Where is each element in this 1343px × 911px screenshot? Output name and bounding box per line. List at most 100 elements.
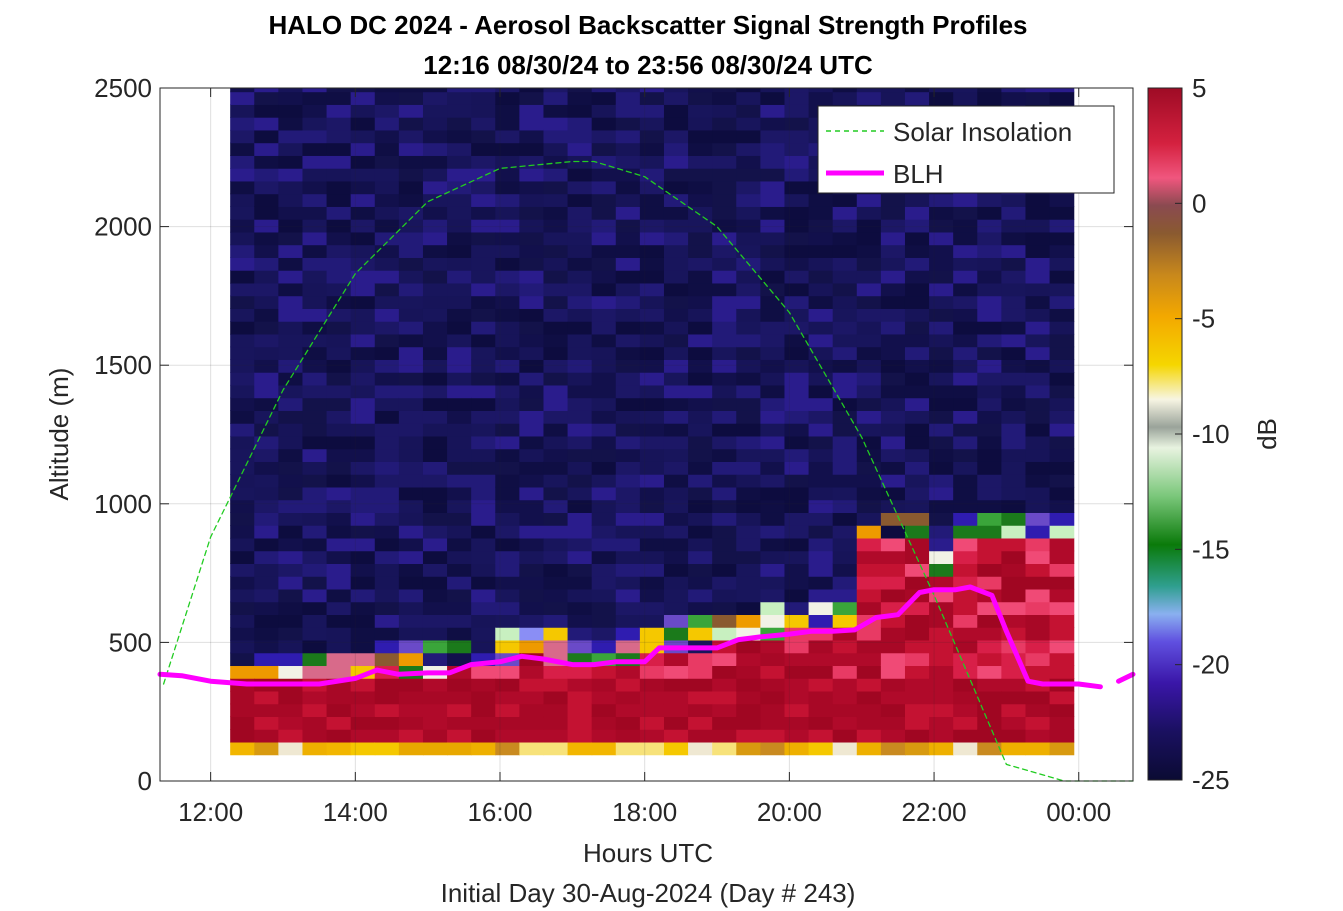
heatmap-cell [688, 244, 713, 258]
heatmap-cell [302, 423, 328, 437]
legend-box [817, 105, 1115, 194]
heatmap-cell [929, 244, 954, 258]
heatmap-cell [688, 652, 713, 667]
heatmap-cell [760, 282, 786, 297]
heatmap-cell [712, 448, 737, 462]
heatmap-cell [591, 282, 617, 297]
heatmap-cell [615, 333, 641, 348]
heatmap-cell [1001, 333, 1027, 348]
heatmap-cell [350, 219, 376, 233]
heatmap-cell [760, 563, 786, 577]
heatmap-cell [471, 321, 496, 335]
heatmap-cell [567, 461, 593, 475]
heatmap-cell [471, 716, 496, 730]
heatmap-cell [639, 244, 665, 258]
heatmap-cell [856, 639, 882, 654]
heatmap-cell [736, 91, 761, 105]
heatmap-cell [977, 627, 1002, 641]
heatmap-cell [567, 129, 593, 144]
heatmap-cell [856, 690, 882, 705]
heatmap-cell [591, 512, 617, 526]
heatmap-cell [1049, 537, 1075, 552]
heatmap-cell [639, 295, 665, 309]
heatmap-cell [471, 372, 496, 386]
heatmap-cell [760, 231, 786, 246]
heatmap-cell [929, 231, 954, 246]
heatmap-cell [832, 321, 858, 335]
heatmap-cell [230, 537, 255, 552]
heatmap-cell [374, 639, 400, 654]
heatmap-cell [471, 180, 496, 195]
heatmap-cell [302, 588, 328, 603]
heatmap-cell [422, 129, 448, 144]
heatmap-cell [1025, 601, 1051, 615]
heatmap-cell [374, 155, 400, 169]
heatmap-cell [567, 384, 593, 399]
heatmap-cell [808, 88, 834, 93]
heatmap-cell [929, 639, 954, 654]
heatmap-cell [615, 665, 641, 679]
heatmap-cell [471, 525, 496, 539]
heatmap-cell [904, 678, 930, 692]
heatmap-cell [422, 448, 448, 462]
heatmap-cell [784, 206, 810, 220]
heatmap-cell [230, 219, 255, 233]
heatmap-cell [591, 525, 617, 539]
heatmap-cell [760, 461, 786, 475]
heatmap-cell [398, 601, 424, 615]
heatmap-cell [688, 231, 713, 246]
heatmap-cell [856, 716, 882, 730]
heatmap-cell [495, 270, 520, 284]
heatmap-cell [615, 168, 641, 182]
heatmap-cell [856, 384, 882, 399]
heatmap-cell [736, 550, 761, 564]
heatmap-cell [422, 397, 448, 411]
heatmap-cell [422, 461, 448, 475]
heatmap-cell [471, 474, 496, 488]
heatmap-cell [760, 499, 786, 513]
heatmap-cell [880, 372, 906, 386]
heatmap-cell [929, 716, 954, 730]
heatmap-cell [1025, 282, 1051, 297]
heatmap-cell [1049, 576, 1075, 590]
heatmap-cell [230, 193, 255, 207]
heatmap-cell [832, 397, 858, 411]
heatmap-cell [278, 142, 304, 156]
heatmap-cell [254, 550, 279, 564]
heatmap-cell [904, 729, 930, 743]
heatmap-cell [977, 295, 1002, 309]
heatmap-cell [495, 678, 520, 692]
heatmap-cell [447, 142, 472, 156]
heatmap-cell [471, 665, 496, 679]
heatmap-cell [495, 384, 520, 399]
heatmap-cell [784, 193, 810, 207]
heatmap-cell [663, 129, 689, 144]
heatmap-cell [832, 282, 858, 297]
heatmap-cell [1001, 359, 1027, 373]
heatmap-cell [880, 333, 906, 348]
heatmap-cell [832, 461, 858, 475]
heatmap-cell [712, 270, 737, 284]
heatmap-cell [929, 295, 954, 309]
heatmap-cell [1049, 525, 1075, 539]
heatmap-cell [543, 601, 569, 615]
heatmap-cell [471, 703, 496, 718]
heatmap-cell [422, 359, 448, 373]
heatmap-cell [615, 678, 641, 692]
heatmap-cell [398, 295, 424, 309]
heatmap-cell [615, 601, 641, 615]
heatmap-cell [302, 117, 328, 131]
heatmap-cell [519, 308, 545, 322]
heatmap-cell [977, 639, 1002, 654]
heatmap-cell [615, 537, 641, 552]
heatmap-cell [326, 88, 352, 93]
heatmap-cell [953, 601, 978, 615]
heatmap-cell [832, 486, 858, 501]
heatmap-cell [832, 741, 858, 756]
series-line-blh [1116, 671, 1136, 684]
heatmap-cell [374, 321, 400, 335]
heatmap-cell [639, 576, 665, 590]
heatmap-cell [398, 257, 424, 271]
heatmap-cell [374, 563, 400, 577]
